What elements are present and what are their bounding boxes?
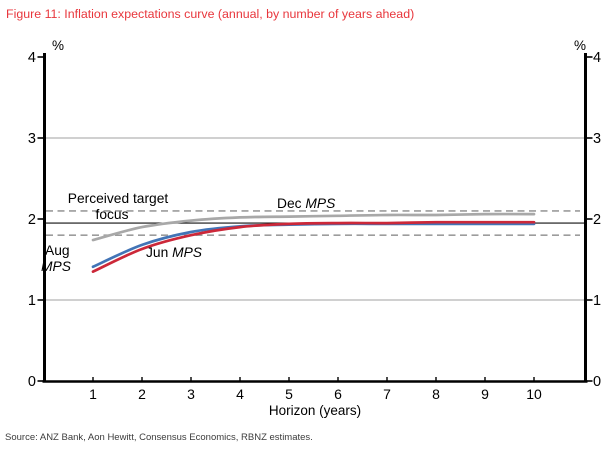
y-axis-unit-left: % — [52, 38, 64, 53]
x-tick-label-6: 6 — [334, 386, 342, 402]
x-tick-label-8: 8 — [432, 386, 440, 402]
series-dec-mps — [91, 212, 536, 242]
inflation-expectations-chart: 0 0 1 1 2 2 3 3 4 4 1 2 3 4 5 6 7 8 9 10% % Horizon (years) Pe… — [28, 38, 601, 418]
y-tick-label-left-3: 3 — [28, 131, 36, 147]
x-axis-title: Horizon (years) — [269, 403, 361, 418]
y-tick-label-right-4: 4 — [593, 50, 601, 66]
y-tick-label-right-3: 3 — [593, 131, 601, 147]
y-tick-label-left-1: 1 — [28, 293, 36, 309]
y-tick-label-right-2: 2 — [593, 212, 601, 228]
y-tick-label-left-4: 4 — [28, 50, 36, 66]
x-tick-label-1: 1 — [89, 386, 97, 402]
x-tick-label-3: 3 — [187, 386, 195, 402]
x-tick-label-9: 9 — [481, 386, 489, 402]
dec-mps-label: Dec MPS — [277, 196, 336, 211]
y-tick-label-right-1: 1 — [593, 293, 601, 309]
y-axis-unit-right: % — [574, 38, 586, 53]
aug-mps-label-line2: MPS — [41, 259, 72, 274]
jun-mps-label: Jun MPS — [146, 245, 203, 260]
x-tick-label-4: 4 — [236, 386, 244, 402]
x-tick-label-2: 2 — [138, 386, 146, 402]
series-jun-mps — [91, 220, 536, 273]
x-tick-label-5: 5 — [285, 386, 293, 402]
perceived-target-label-line2: focus — [96, 207, 129, 222]
source-note: Source: ANZ Bank, Aon Hewitt, Consensus … — [5, 432, 313, 443]
figure-title: Figure 11: Inflation expectations curve … — [6, 7, 415, 21]
perceived-target-label: Perceived target — [68, 191, 169, 206]
x-tick-label-10: 10 — [526, 386, 542, 402]
y-tick-label-right-0: 0 — [593, 374, 601, 390]
y-tick-label-left-2: 2 — [28, 212, 36, 228]
x-tick-label-7: 7 — [383, 386, 391, 402]
y-tick-label-left-0: 0 — [28, 374, 36, 390]
aug-mps-label: Aug — [45, 243, 70, 258]
